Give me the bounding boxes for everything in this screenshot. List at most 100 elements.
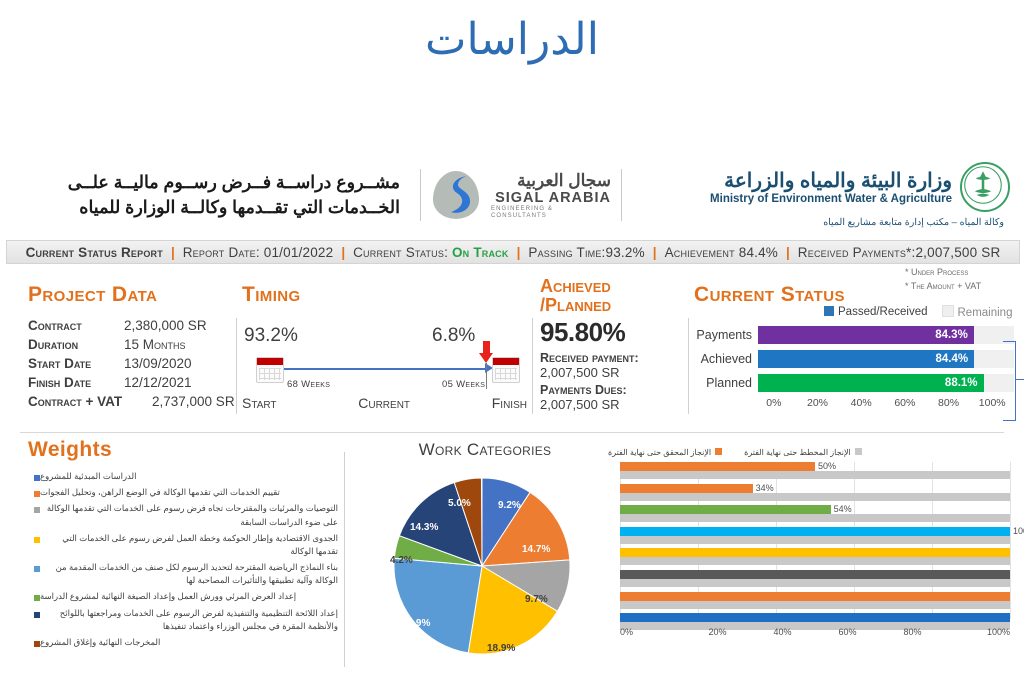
weights-list: الدراسات المبدئية للمشروع تقييم الخدمات … xyxy=(28,470,338,649)
legend-label-remaining: Remaining xyxy=(957,307,1013,319)
status-received-payments: Received Payments*:2,007,500 SR xyxy=(790,245,1009,260)
planned-bar xyxy=(620,535,1010,544)
chart-row: Planned 88.1% xyxy=(694,373,1014,393)
list-item: الجدوى الاقتصادية وإطار الحوكمة وخطة الع… xyxy=(28,532,338,558)
list-item: بناء النماذج الرياضية المقترحة لتحديد ال… xyxy=(28,561,338,587)
axis-tick: 40% xyxy=(850,397,872,409)
footnotes: * Under Process * The Amount + VAT xyxy=(905,266,981,293)
pie-svg xyxy=(393,477,571,655)
sigal-name-en: SIGAL ARABIA xyxy=(495,189,611,206)
list-item: المخرجات النهائية وإغلاق المشروع xyxy=(28,636,338,649)
planned-bar xyxy=(620,514,1010,523)
pie-label: 4.2% xyxy=(390,555,413,566)
timing-passed-weeks: 68 Weeks xyxy=(287,379,331,390)
axis-tick: 0% xyxy=(766,397,782,409)
current-status-title: Current Status xyxy=(694,283,845,306)
axis-tick: 0% xyxy=(620,627,634,637)
timing-axis-labels: Start Current Finish xyxy=(242,395,527,411)
project-data-value: 13/09/2020 xyxy=(124,356,192,371)
sigal-name-ar: سجال العربية xyxy=(517,170,611,190)
current-status-panel: Current Status Passed/Received Remaining… xyxy=(694,283,1024,421)
work-categories-title: Work Categories xyxy=(418,440,552,459)
pie-slice xyxy=(467,565,559,655)
status-separator: | xyxy=(341,244,346,260)
header-divider-1 xyxy=(420,169,421,221)
timing-label-current: Current xyxy=(358,395,411,411)
project-data-panel: Project Data Contract 2,380,000 SR Durat… xyxy=(28,283,243,413)
progress-bars-axis: 0% 20% 40% 60% 80% 100% xyxy=(620,627,1010,637)
timing-label-finish: Finish xyxy=(491,395,527,411)
progress-bars-panel: الإنجاز المحقق حتى نهاية الفترة الإنجاز … xyxy=(608,448,1024,637)
calendar-finish-icon xyxy=(492,357,520,383)
pie-label: 23.9% xyxy=(402,618,431,629)
weights-item-label: الدراسات المبدئية للمشروع xyxy=(40,471,137,481)
project-data-value: 2,380,000 SR xyxy=(124,318,207,333)
legend-item-planned: الإنجاز المخطط حتى نهاية الفترة xyxy=(744,448,862,457)
timing-chart: 93.2% 6.8% 68 Weeks 05 Weeks Start Curre… xyxy=(242,313,527,411)
axis-tick: 100% xyxy=(986,627,1010,637)
actual-bar xyxy=(620,462,815,471)
weights-item-label: بناء النماذج الرياضية المقترحة لتحديد ال… xyxy=(55,562,338,586)
weights-item-label: التوصيات والمرئيات والمقترحات تجاه فرض ر… xyxy=(46,503,338,527)
list-item: الدراسات المبدئية للمشروع xyxy=(28,470,338,483)
pie-label: 14.3% xyxy=(410,522,439,533)
work-categories-pie-chart: 9.2% 14.7% 9.7% 18.9% 23.9% 4.2% 14.3% 5… xyxy=(370,466,600,666)
status-separator: | xyxy=(516,244,521,260)
achieved-planned-title-1: Achieved xyxy=(540,276,611,296)
timing-title: Timing xyxy=(242,283,301,306)
axis-tick: 80% xyxy=(903,627,922,637)
sigal-droplet-icon xyxy=(431,169,483,221)
progress-bar-row: 34% xyxy=(608,483,1018,503)
planned-bar xyxy=(620,557,1010,566)
sigal-tagline: ENGINEERING & CONSULTANTS xyxy=(491,205,553,219)
received-payment-value: 2,007,500 SR xyxy=(540,364,620,380)
bar-label: Achieved xyxy=(700,352,752,366)
pie-label: 9.2% xyxy=(498,500,521,511)
legend-item-remaining: Remaining xyxy=(941,305,1013,319)
project-data-key: Finish Date xyxy=(28,375,92,390)
status-separator: | xyxy=(170,244,175,260)
status-passing-time-value: 93.2% xyxy=(605,244,645,260)
ministry-subtitle: وكالة المياه – مكتب إدارة متابعة مشاريع … xyxy=(823,217,1004,228)
weights-item-label: الجدوى الاقتصادية وإطار الحوكمة وخطة الع… xyxy=(62,532,338,556)
list-item: إعداد اللائحة التنظيمية والتنفيذية لفرض … xyxy=(28,607,338,633)
progress-bar-row: 100% xyxy=(608,526,1024,546)
achieved-planned-title-2: /Planned xyxy=(540,295,612,316)
panel-divider-3 xyxy=(688,318,689,414)
status-received-payments-label: Received Payments*: xyxy=(797,244,916,260)
bar-value-label: 54% xyxy=(833,504,852,515)
header-divider-2 xyxy=(621,169,622,221)
header-band: مشــروع دراســة فــرض رســوم ماليــة علـ… xyxy=(0,152,1024,238)
progress-bar-row: 50% xyxy=(608,461,1018,481)
current-status-legend: Passed/Received Remaining xyxy=(824,305,1012,319)
planned-bar xyxy=(620,492,1010,501)
timing-marker-icon xyxy=(483,341,490,355)
ministry-logo: وزارة البيئة والمياه والزراعة Ministry o… xyxy=(632,162,1024,228)
bar-fill: 84.3% xyxy=(758,326,974,344)
project-data-key: Start Date xyxy=(28,356,92,371)
bar-fill: 88.1% xyxy=(758,374,984,392)
footnote-2: * The Amount + VAT xyxy=(905,280,982,291)
status-report-date-value: 01/01/2022 xyxy=(263,244,334,260)
axis-tick: 60% xyxy=(894,397,916,409)
timing-panel: Timing 93.2% 6.8% 68 Weeks 05 Weeks Star… xyxy=(242,283,527,411)
chart-brace-line-icon xyxy=(1016,379,1024,380)
project-data-key: Duration xyxy=(28,337,79,352)
weights-item-label: إعداد اللائحة التنظيمية والتنفيذية لفرض … xyxy=(59,607,338,631)
chart-row: Achieved 84.4% xyxy=(694,349,1014,369)
status-passing-time: Passing Time:93.2% xyxy=(520,245,652,260)
progress-bar-row xyxy=(608,613,1018,632)
progress-bar-row: 54% xyxy=(608,504,1018,524)
project-data-vat-key: Contract + VAT xyxy=(28,394,123,409)
pie-label: 14.7% xyxy=(522,544,551,555)
status-bar: Current Status Report | Report Date: 01/… xyxy=(6,240,1020,264)
timing-arrow-icon xyxy=(485,363,493,373)
timing-remaining-weeks: 05 Weeks xyxy=(442,379,486,390)
project-data-title: Project Data xyxy=(28,283,158,306)
project-name-line1: مشــروع دراســة فــرض رســوم ماليــة علـ… xyxy=(67,171,400,192)
section-divider xyxy=(20,432,1004,433)
project-data-table: Contract 2,380,000 SR Duration 15 Months… xyxy=(28,318,243,409)
bar-label: Planned xyxy=(706,376,752,390)
pie-slice xyxy=(481,491,571,567)
status-achievement-value: 84.4% xyxy=(738,244,779,260)
